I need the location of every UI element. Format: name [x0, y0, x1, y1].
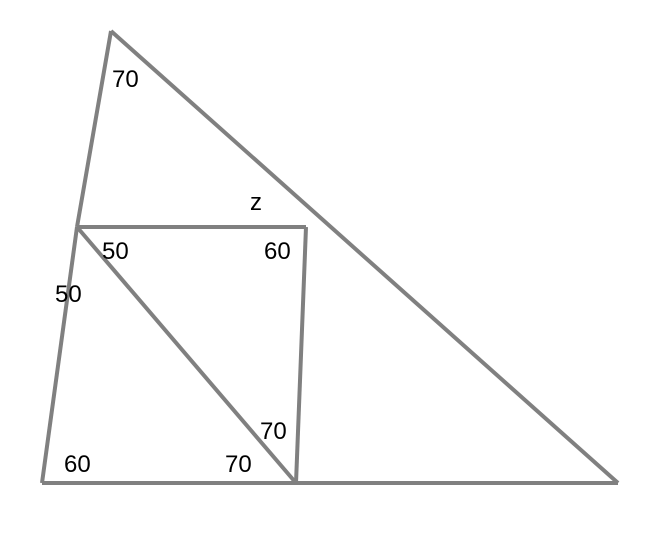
- edge-A-F: [111, 31, 618, 483]
- angle-label-top-right-60: 60: [264, 238, 291, 265]
- variable-label-z: z: [250, 189, 262, 216]
- labels-layer: 70 z 50 50 60 60 70 70: [55, 66, 291, 478]
- angle-label-left-outer-50: 50: [55, 281, 82, 308]
- edge-A-B: [77, 31, 111, 227]
- geometry-diagram: 70 z 50 50 60 60 70 70: [0, 0, 670, 542]
- angle-label-apex-70: 70: [112, 66, 139, 93]
- angle-label-bottom-right-70: 70: [260, 418, 287, 445]
- edge-C-E: [296, 227, 306, 483]
- angle-label-top-inner-50: 50: [102, 238, 129, 265]
- angle-label-bottom-mid-70: 70: [225, 451, 252, 478]
- edge-B-D: [42, 227, 77, 483]
- angle-label-bottom-left-60: 60: [64, 451, 91, 478]
